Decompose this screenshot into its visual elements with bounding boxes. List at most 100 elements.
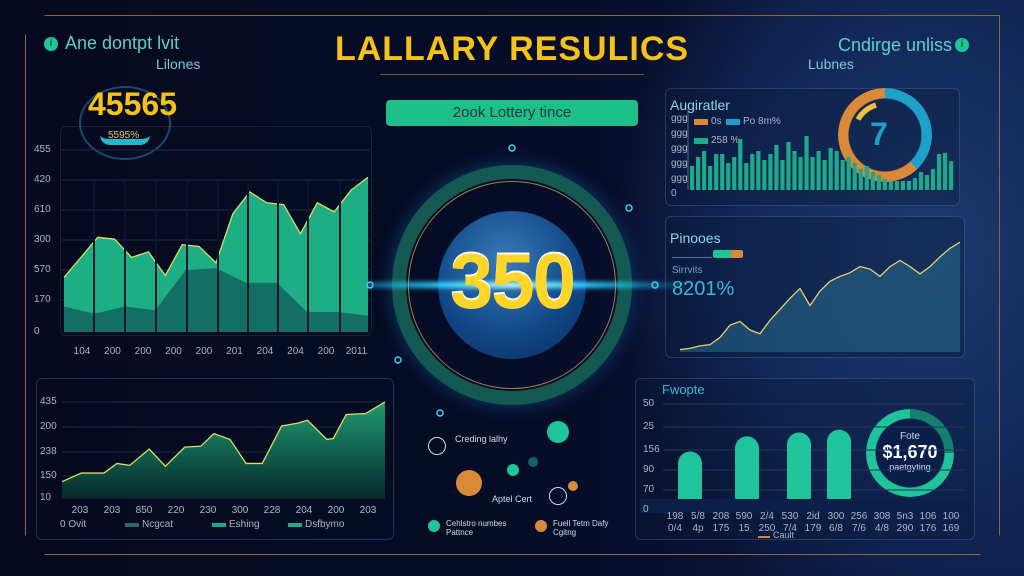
- bar: [678, 451, 702, 509]
- bar: [864, 166, 869, 190]
- y-tick-label: 300: [34, 234, 51, 245]
- x-tick-label: 203: [71, 505, 89, 516]
- x-tick-label: 230: [199, 505, 217, 516]
- x-tick-label: 176: [919, 523, 937, 534]
- bar: [827, 429, 851, 509]
- bar: [840, 160, 845, 190]
- x-tick-label: 5n3: [896, 511, 914, 522]
- bar: [852, 163, 857, 190]
- node-label: Aptel Cert: [492, 494, 533, 504]
- bar: [798, 157, 803, 190]
- augiratler-title: Augiratler: [670, 97, 730, 113]
- x-tick-label: 290: [896, 523, 914, 534]
- bar: [756, 151, 761, 190]
- gauge-ring: [79, 86, 171, 160]
- y-tick-label: 0: [34, 326, 40, 337]
- bar: [768, 154, 773, 190]
- bar: [762, 160, 767, 190]
- legend-swatch: [288, 523, 302, 527]
- donut-label: Fote: [899, 431, 920, 442]
- x-tick-label: 200: [104, 346, 121, 357]
- gauge-fill: [100, 135, 150, 145]
- x-tick-label: 203: [103, 505, 121, 516]
- bar: [696, 157, 701, 190]
- bar: [870, 172, 875, 190]
- light-beam: [330, 282, 694, 288]
- donut-sublabel: paetgyting: [889, 462, 931, 472]
- x-tick-label: 0/4: [668, 523, 682, 534]
- legend-swatch: [726, 119, 740, 125]
- info-icon[interactable]: i: [44, 37, 58, 51]
- legend-swatch: [125, 523, 139, 527]
- x-tick-label: 200: [317, 346, 335, 357]
- bar: [822, 160, 827, 190]
- y-tick-label: 610: [34, 204, 51, 215]
- node-circle: [507, 464, 519, 476]
- bar: [750, 154, 755, 190]
- legend-label: Cehlstro numbes Pattnce: [446, 519, 507, 537]
- dashboard-frame: [25, 15, 1000, 555]
- bar: [930, 169, 936, 190]
- legend-label: Po 8m%: [743, 116, 781, 127]
- y-tick-label: ggg: [671, 128, 688, 139]
- y-tick-label: ggg: [671, 158, 688, 169]
- x-tick-label: 169: [942, 523, 960, 534]
- x-tick-label: 4/8: [875, 523, 889, 534]
- bar-mask: [640, 499, 970, 513]
- kpi-value: 45565: [88, 86, 177, 122]
- legend-label: Ncgcat: [142, 519, 174, 530]
- bar: [948, 161, 954, 190]
- connector-node-icon: [436, 409, 444, 417]
- bar: [732, 157, 737, 190]
- bottom-area: [62, 402, 385, 498]
- connector-node-icon: [625, 204, 633, 212]
- x-tick-label: 198: [666, 511, 684, 522]
- y-tick-label: 455: [34, 144, 51, 155]
- bar: [792, 151, 797, 190]
- y-tick-label: ggg: [671, 173, 688, 184]
- x-tick-label: 5/8: [691, 511, 705, 522]
- legend-swatch: [694, 138, 708, 144]
- x-tick-label: 2/4: [760, 511, 774, 522]
- y-tick-label: 150: [40, 470, 57, 481]
- bar: [906, 181, 912, 190]
- y-tick-label: 90: [643, 464, 655, 475]
- node-circle: [428, 437, 446, 455]
- bar: [900, 181, 906, 190]
- bar: [936, 154, 942, 190]
- x-tick-label: 179: [804, 523, 822, 534]
- legend-dot: [428, 520, 440, 532]
- bar: [912, 178, 918, 190]
- info-icon[interactable]: i: [955, 38, 969, 52]
- x-tick-label: 300: [231, 505, 249, 516]
- node-circle: [528, 457, 538, 467]
- lottery-banner[interactable]: 2ook Lottery tince: [386, 100, 638, 126]
- bottom-area-line: [61, 401, 386, 483]
- y-tick-label: 200: [40, 421, 57, 432]
- legend-swatch: [758, 536, 770, 538]
- bar: [780, 160, 785, 190]
- bar: [735, 436, 759, 509]
- bar: [924, 175, 930, 190]
- left-header-title: Ane dontpt lvit: [65, 33, 180, 53]
- bar: [702, 151, 707, 190]
- node-circle: [568, 481, 578, 491]
- x-tick-label: 201: [226, 346, 243, 357]
- donut-center: [876, 419, 944, 487]
- bar: [714, 154, 719, 190]
- legend-swatch: [713, 250, 743, 258]
- bar: [720, 154, 725, 190]
- bar: [690, 166, 695, 190]
- connector-node-icon: [508, 144, 516, 152]
- bar: [810, 157, 815, 190]
- legend-dot: [535, 520, 547, 532]
- bar: [942, 152, 948, 190]
- y-tick-label: 0: [643, 504, 649, 515]
- legend-label: Fuell Tetm Dafy Cgitng: [553, 519, 609, 537]
- x-tick-label: 204: [256, 346, 274, 357]
- bar: [846, 157, 851, 190]
- legend-label: Dsfbymo: [305, 519, 345, 530]
- node-circle: [456, 470, 482, 496]
- bar: [816, 151, 821, 190]
